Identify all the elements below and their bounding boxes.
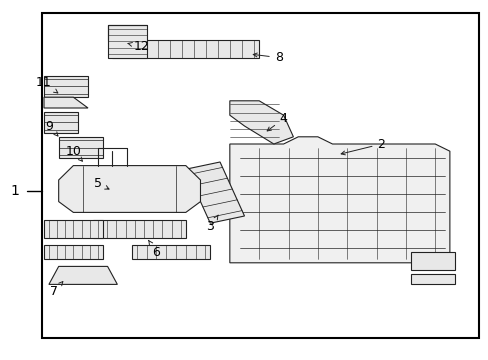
Polygon shape — [185, 162, 244, 223]
Text: 10: 10 — [65, 145, 82, 161]
Text: 1: 1 — [10, 184, 19, 198]
Polygon shape — [44, 245, 102, 259]
Polygon shape — [44, 112, 78, 133]
Polygon shape — [44, 97, 88, 108]
Text: 4: 4 — [266, 112, 287, 131]
Polygon shape — [93, 220, 185, 238]
Polygon shape — [410, 252, 454, 270]
Polygon shape — [229, 137, 449, 263]
Polygon shape — [132, 245, 210, 259]
Text: 7: 7 — [50, 282, 63, 298]
Text: 6: 6 — [148, 240, 160, 258]
Text: 2: 2 — [341, 138, 385, 155]
Text: 11: 11 — [36, 76, 58, 93]
Bar — [41, 13, 478, 338]
Text: 5: 5 — [94, 177, 109, 190]
Polygon shape — [44, 76, 88, 97]
Text: 3: 3 — [206, 215, 218, 233]
Polygon shape — [49, 266, 117, 284]
Polygon shape — [59, 166, 200, 212]
Text: 8: 8 — [253, 51, 282, 64]
Polygon shape — [44, 220, 102, 238]
Text: 9: 9 — [45, 120, 58, 136]
Text: 12: 12 — [128, 40, 149, 53]
Polygon shape — [107, 25, 146, 58]
Polygon shape — [229, 101, 293, 144]
Polygon shape — [112, 40, 259, 58]
Polygon shape — [410, 274, 454, 284]
Polygon shape — [59, 137, 102, 158]
